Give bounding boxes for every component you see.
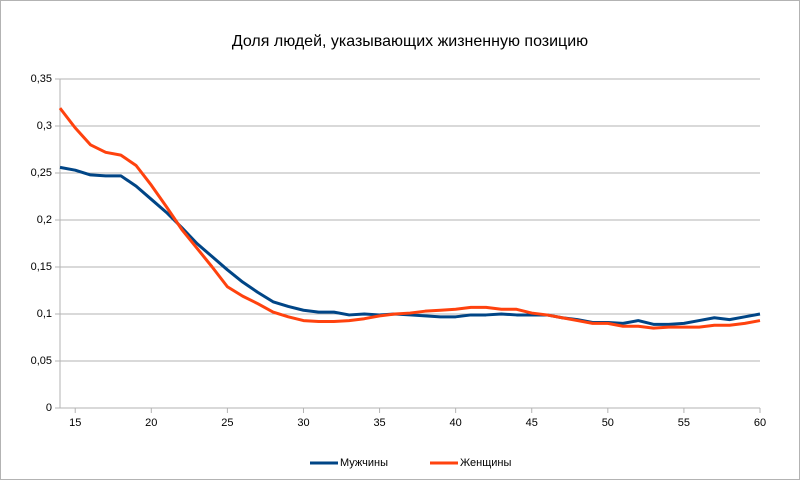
x-tick-label: 50	[602, 417, 614, 429]
y-tick-label: 0,25	[31, 167, 52, 179]
x-tick-label: 30	[297, 417, 309, 429]
line-series	[58, 107, 761, 330]
y-tick-label: 0,15	[31, 261, 52, 273]
y-tick-label: 0,3	[37, 120, 52, 132]
y-tick-label: 0,2	[37, 214, 52, 226]
y-tick-label: 0,1	[37, 308, 52, 320]
x-tick-label: 40	[450, 417, 462, 429]
x-tick-label: 15	[69, 417, 81, 429]
chart-title: Доля людей, указывающих жизненную позици…	[232, 33, 588, 50]
y-tick-label: 0,35	[31, 73, 52, 85]
x-tick-label: 35	[373, 417, 385, 429]
x-tick-label: 55	[678, 417, 690, 429]
x-tick-label: 20	[145, 417, 157, 429]
x-tick-label: 25	[221, 417, 233, 429]
legend-label: Женщины	[460, 457, 511, 469]
x-tick-label: 45	[526, 417, 538, 429]
y-tick-label: 0,05	[31, 355, 52, 367]
legend-label: Мужчины	[340, 457, 388, 469]
x-tick-label: 60	[754, 417, 766, 429]
y-tick-label: 0	[46, 402, 52, 414]
